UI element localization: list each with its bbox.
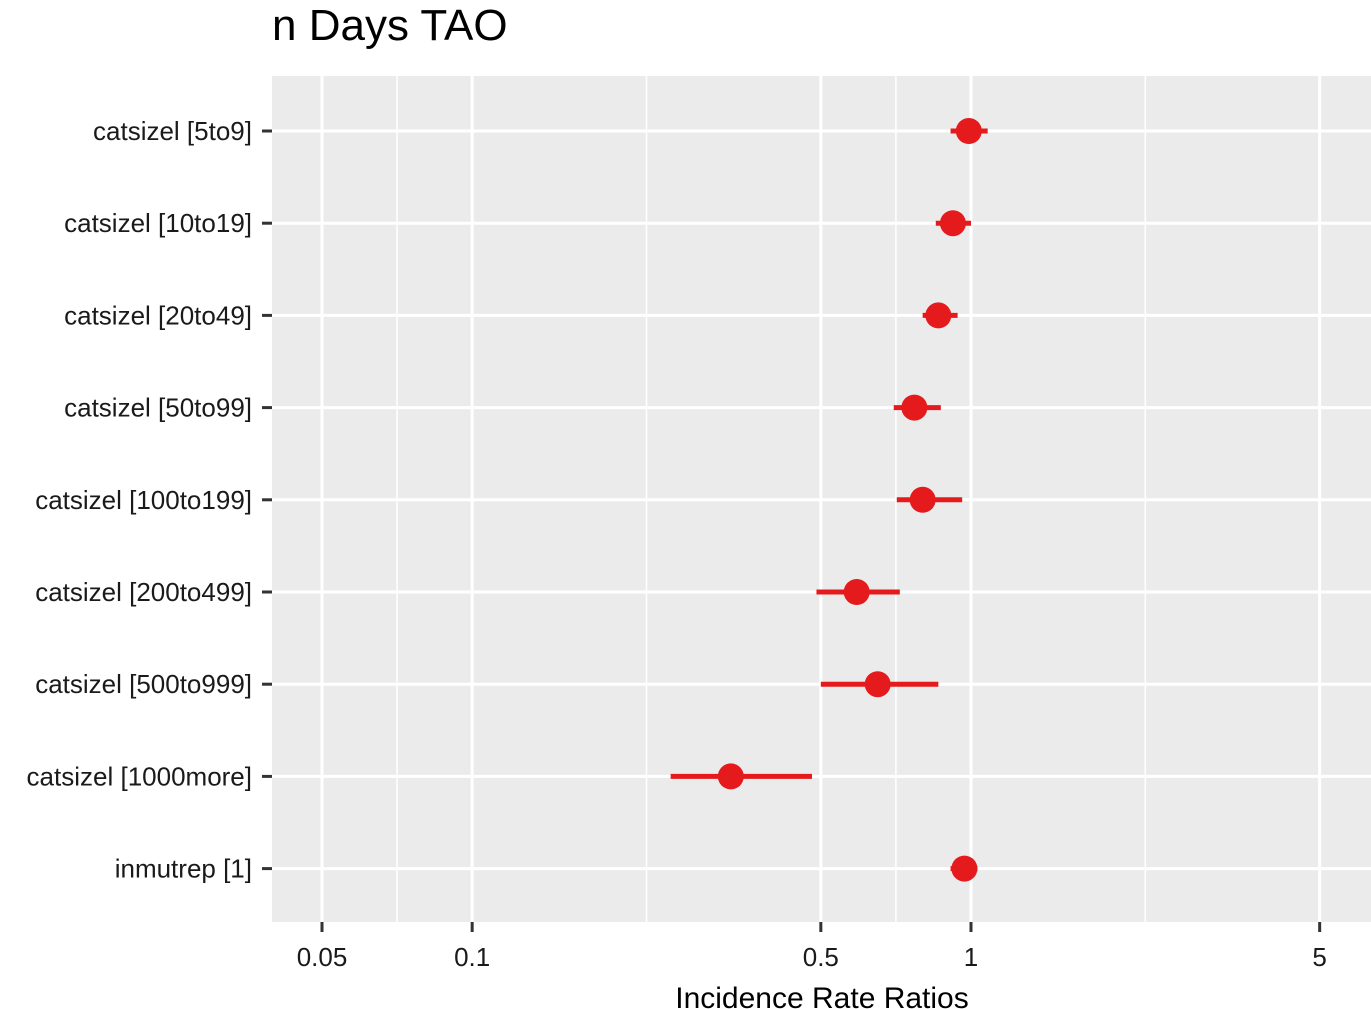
y-tick-label: catsizel [5to9] xyxy=(93,116,252,146)
estimate-point xyxy=(925,302,952,329)
estimate-point xyxy=(909,486,936,513)
estimate-point xyxy=(939,210,966,237)
x-tick-label: 1 xyxy=(964,942,978,972)
x-tick-label: 0.1 xyxy=(454,942,490,972)
y-tick-label: catsizel [50to99] xyxy=(64,393,252,423)
estimate-point xyxy=(843,579,870,605)
y-tick-label: catsizel [500to999] xyxy=(35,669,252,699)
estimate-point xyxy=(864,671,891,698)
estimate-point xyxy=(955,118,982,144)
data-marks xyxy=(670,118,988,882)
x-tick-label: 5 xyxy=(1312,942,1326,972)
estimate-point xyxy=(717,763,744,790)
x-tick-label: 0.05 xyxy=(297,942,348,972)
chart-title: n Days TAO xyxy=(272,1,508,50)
y-tick-label: inmutrep [1] xyxy=(115,854,252,884)
x-axis-label: Incidence Rate Ratios xyxy=(675,982,969,1009)
y-tick-label: catsizel [1000more] xyxy=(27,761,252,791)
x-tick-label: 0.5 xyxy=(803,942,839,972)
y-tick-label: catsizel [20to49] xyxy=(64,300,252,330)
x-axis: 0.05 0.1 0.5 1 5 xyxy=(297,922,1327,972)
y-tick-label: catsizel [200to499] xyxy=(35,577,252,607)
estimate-point xyxy=(951,855,978,882)
y-axis: catsizel [5to9] catsizel [10to19] catsizel… xyxy=(27,116,272,884)
y-tick-label: catsizel [10to19] xyxy=(64,208,252,238)
estimate-point xyxy=(901,394,928,421)
y-tick-label: catsizel [100to199] xyxy=(35,485,252,515)
